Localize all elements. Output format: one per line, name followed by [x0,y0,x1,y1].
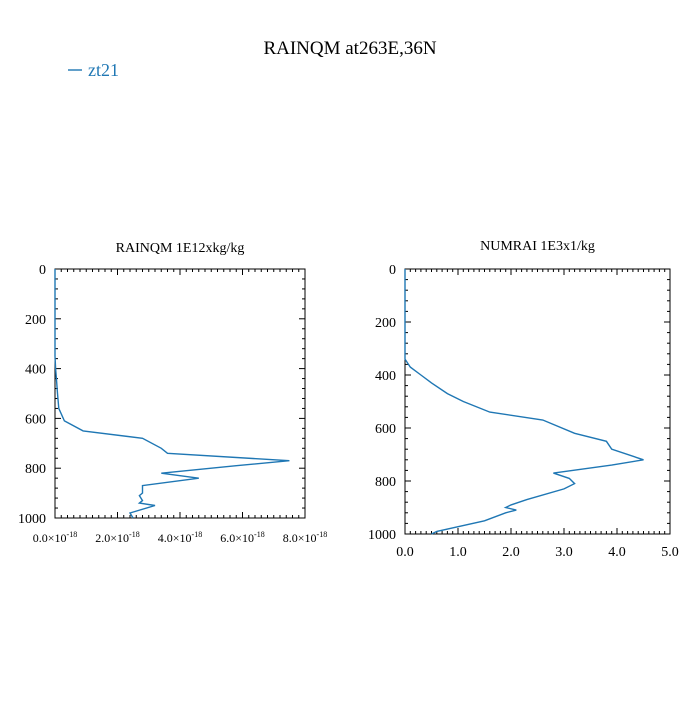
y-tick-label: 600 [25,412,46,427]
panel-title-rainqm: RAINQM 1E12xkg/kg [116,241,245,256]
x-tick-label: 0.0×10-18 [33,530,77,545]
figure-title: RAINQM at263E,36N [263,38,436,59]
legend-label: zt21 [88,60,119,80]
x-tick-label: 0.0 [396,545,414,560]
y-tick-label: 800 [25,462,46,477]
x-tick-label: 2.0×10-18 [95,530,139,545]
panel-title-numrai: NUMRAI 1E3x1/kg [480,239,595,254]
x-tick-label: 4.0 [608,545,626,560]
legend: zt21 [68,60,119,80]
x-tick-label: 8.0×10-18 [283,530,327,545]
y-tick-label: 0 [39,263,46,278]
y-tick-label: 200 [25,313,46,328]
x-tick-label: 4.0×10-18 [158,530,202,545]
y-tick-label: 400 [25,363,46,378]
x-tick-label: 2.0 [502,545,520,560]
chart-panel-numrai: NUMRAI 1E3x1/kg 0.0 1.0 2.0 3.0 4.0 5.0 0 200 40… [368,239,679,560]
x-tick-label: 3.0 [555,545,573,560]
y-tick-label: 200 [375,316,396,331]
y-tick-label: 1000 [368,528,396,543]
x-tick-label: 1.0 [449,545,467,560]
x-tick-label: 6.0×10-18 [220,530,264,545]
y-tick-label: 600 [375,422,396,437]
series-line-zt21 [54,269,290,519]
plot-frame [404,268,671,535]
y-tick-label: 1000 [18,512,46,527]
y-tick-label: 400 [375,369,396,384]
y-tick-label: 0 [389,263,396,278]
chart-panel-rainqm: RAINQM 1E12xkg/kg 0.0×10-18 2.0×10-18 4.0×… [18,241,327,545]
x-tick-label: 5.0 [661,545,679,560]
y-tick-label: 800 [375,475,396,490]
series-line-zt21 [404,269,644,535]
